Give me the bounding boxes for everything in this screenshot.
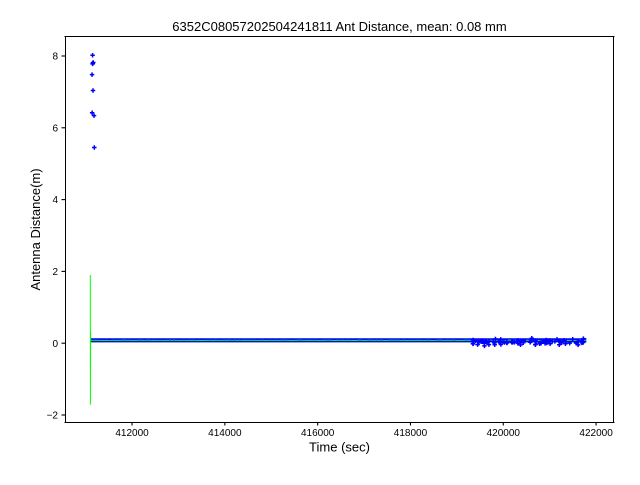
svg-text:420000: 420000 (487, 428, 521, 439)
svg-text:418000: 418000 (394, 428, 428, 439)
svg-text:422000: 422000 (579, 428, 613, 439)
svg-text:Antenna Distance(m): Antenna Distance(m) (28, 168, 43, 290)
svg-text:414000: 414000 (208, 428, 242, 439)
svg-text:416000: 416000 (301, 428, 335, 439)
svg-text:412000: 412000 (115, 428, 149, 439)
svg-text:−2: −2 (47, 411, 59, 422)
svg-text:6: 6 (52, 123, 58, 134)
svg-text:8: 8 (52, 52, 58, 63)
svg-text:2: 2 (52, 267, 58, 278)
svg-text:4: 4 (52, 195, 58, 206)
svg-text:6352C08057202504241811 Ant Dis: 6352C08057202504241811 Ant Distance, mea… (172, 19, 506, 34)
svg-text:Time (sec): Time (sec) (309, 440, 370, 455)
svg-text:0: 0 (52, 339, 58, 350)
